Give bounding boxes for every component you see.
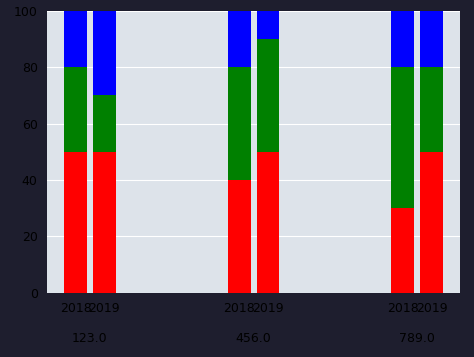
Text: 123.0: 123.0 — [72, 332, 108, 345]
Bar — [228, 11, 251, 67]
Bar — [420, 67, 443, 152]
Text: 789.0: 789.0 — [399, 332, 435, 345]
Bar — [64, 152, 87, 293]
Bar — [392, 11, 414, 67]
Bar — [64, 67, 87, 152]
Bar — [420, 152, 443, 293]
Bar — [256, 152, 280, 293]
Bar — [93, 95, 116, 152]
Bar — [228, 67, 251, 180]
Bar — [392, 208, 414, 293]
Bar — [256, 39, 280, 152]
Bar — [228, 180, 251, 293]
Bar — [256, 11, 280, 39]
Bar — [93, 152, 116, 293]
Text: 456.0: 456.0 — [236, 332, 272, 345]
Bar — [392, 67, 414, 208]
Bar — [93, 11, 116, 95]
Bar — [420, 11, 443, 67]
Bar — [64, 11, 87, 67]
